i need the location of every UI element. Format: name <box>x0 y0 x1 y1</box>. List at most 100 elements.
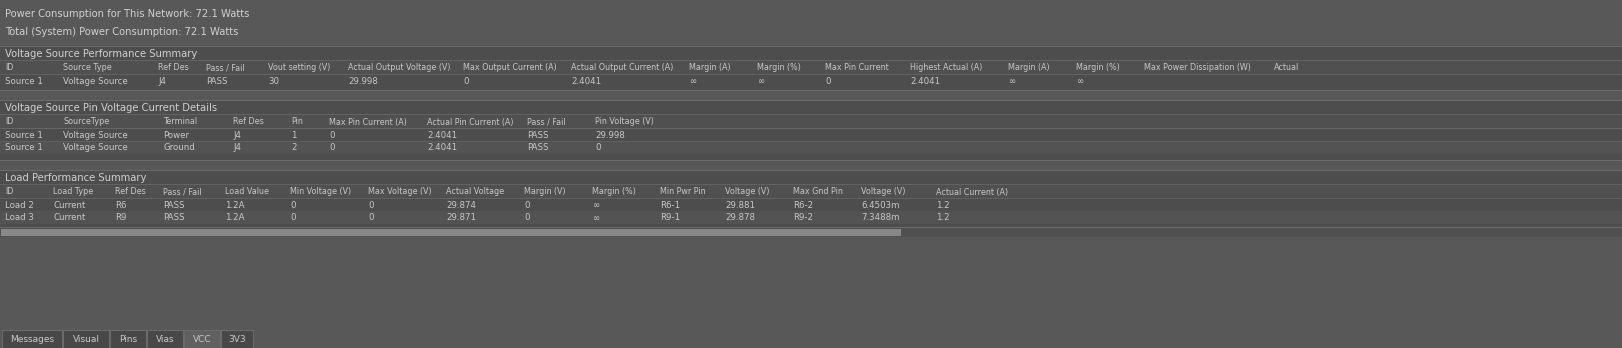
Bar <box>110 330 146 348</box>
Text: 2.4041: 2.4041 <box>427 130 457 140</box>
Text: Max Output Current (A): Max Output Current (A) <box>462 63 556 72</box>
Text: PASS: PASS <box>206 77 227 86</box>
Text: 30: 30 <box>268 77 279 86</box>
Text: 1: 1 <box>290 130 297 140</box>
Text: Voltage Source Performance Summary: Voltage Source Performance Summary <box>5 49 198 59</box>
Text: ∞: ∞ <box>1075 77 1083 86</box>
Text: Pins: Pins <box>118 335 138 345</box>
Text: J4: J4 <box>157 77 165 86</box>
Text: Margin (A): Margin (A) <box>689 63 730 72</box>
Text: Margin (%): Margin (%) <box>1075 63 1119 72</box>
Bar <box>0 211 1622 224</box>
Text: Total (System) Power Consumption: 72.1 Watts: Total (System) Power Consumption: 72.1 W… <box>5 27 238 37</box>
Text: Highest Actual (A): Highest Actual (A) <box>910 63 983 72</box>
Bar <box>221 330 253 348</box>
Bar <box>2 330 62 348</box>
Text: 29.998: 29.998 <box>595 130 624 140</box>
Text: Pin: Pin <box>290 118 303 127</box>
Text: Actual Pin Current (A): Actual Pin Current (A) <box>427 118 514 127</box>
Text: Max Power Dissipation (W): Max Power Dissipation (W) <box>1144 63 1251 72</box>
Text: Actual: Actual <box>1273 63 1299 72</box>
Text: 1.2: 1.2 <box>936 200 949 209</box>
Bar <box>63 330 109 348</box>
Text: Visual: Visual <box>73 335 99 345</box>
Text: Margin (A): Margin (A) <box>1007 63 1049 72</box>
Text: 0: 0 <box>329 143 334 152</box>
Text: 0: 0 <box>595 143 600 152</box>
Text: Load Value: Load Value <box>225 188 269 197</box>
Text: Ref Des: Ref Des <box>115 188 146 197</box>
Text: Current: Current <box>54 214 86 222</box>
Text: Load 3: Load 3 <box>5 214 34 222</box>
Text: 1.2A: 1.2A <box>225 200 245 209</box>
Text: Margin (%): Margin (%) <box>592 188 636 197</box>
Text: Voltage (V): Voltage (V) <box>861 188 905 197</box>
Text: ID: ID <box>5 188 13 197</box>
Text: Voltage (V): Voltage (V) <box>725 188 769 197</box>
Text: VCC: VCC <box>193 335 211 345</box>
Text: Actual Voltage: Actual Voltage <box>446 188 504 197</box>
Bar <box>0 128 1622 141</box>
Text: Power: Power <box>162 130 190 140</box>
Text: Margin (V): Margin (V) <box>524 188 566 197</box>
Bar <box>183 330 221 348</box>
Text: Load Type: Load Type <box>54 188 92 197</box>
Text: PASS: PASS <box>527 130 548 140</box>
Text: 0: 0 <box>290 214 295 222</box>
Text: J4: J4 <box>234 130 242 140</box>
Text: Load Performance Summary: Load Performance Summary <box>5 173 146 183</box>
Text: Voltage Source Pin Voltage Current Details: Voltage Source Pin Voltage Current Detai… <box>5 103 217 113</box>
Bar <box>0 100 1622 160</box>
Text: 1.2: 1.2 <box>936 214 949 222</box>
Text: Ref Des: Ref Des <box>157 63 188 72</box>
Text: 29.871: 29.871 <box>446 214 475 222</box>
Text: Actual Current (A): Actual Current (A) <box>936 188 1009 197</box>
Text: 0: 0 <box>524 214 529 222</box>
Bar <box>148 330 183 348</box>
Bar <box>0 170 1622 227</box>
Text: R9: R9 <box>115 214 127 222</box>
Text: Ref Des: Ref Des <box>234 118 264 127</box>
Text: Voltage Source: Voltage Source <box>63 130 128 140</box>
Text: 29.998: 29.998 <box>349 77 378 86</box>
Text: Pass / Fail: Pass / Fail <box>527 118 566 127</box>
Text: Min Pwr Pin: Min Pwr Pin <box>660 188 706 197</box>
Bar <box>0 46 1622 90</box>
Text: Voltage Source: Voltage Source <box>63 143 128 152</box>
Text: 2: 2 <box>290 143 297 152</box>
Text: PASS: PASS <box>162 214 185 222</box>
Text: 3V3: 3V3 <box>229 335 247 345</box>
Text: SourceType: SourceType <box>63 118 109 127</box>
Text: 29.881: 29.881 <box>725 200 754 209</box>
Text: Voltage Source: Voltage Source <box>63 77 128 86</box>
Text: Ground: Ground <box>162 143 195 152</box>
Text: 2.4041: 2.4041 <box>427 143 457 152</box>
Text: R6-2: R6-2 <box>793 200 813 209</box>
Text: 0: 0 <box>368 200 373 209</box>
Text: ∞: ∞ <box>592 214 599 222</box>
Text: Max Voltage (V): Max Voltage (V) <box>368 188 431 197</box>
Text: R9-2: R9-2 <box>793 214 813 222</box>
Text: 0: 0 <box>329 130 334 140</box>
Text: 1.2A: 1.2A <box>225 214 245 222</box>
Text: 0: 0 <box>462 77 469 86</box>
Text: 0: 0 <box>826 77 830 86</box>
Text: Actual Output Voltage (V): Actual Output Voltage (V) <box>349 63 451 72</box>
Text: Min Voltage (V): Min Voltage (V) <box>290 188 350 197</box>
Bar <box>0 228 1622 237</box>
Bar <box>0 141 1622 154</box>
Text: Source 1: Source 1 <box>5 130 42 140</box>
Text: R9-1: R9-1 <box>660 214 680 222</box>
Text: Source 1: Source 1 <box>5 77 42 86</box>
Text: PASS: PASS <box>527 143 548 152</box>
Text: Pin Voltage (V): Pin Voltage (V) <box>595 118 654 127</box>
Text: Actual Output Current (A): Actual Output Current (A) <box>571 63 673 72</box>
Text: R6: R6 <box>115 200 127 209</box>
Text: 0: 0 <box>524 200 529 209</box>
Text: 0: 0 <box>290 200 295 209</box>
Text: Source 1: Source 1 <box>5 143 42 152</box>
Text: Pass / Fail: Pass / Fail <box>162 188 201 197</box>
Text: ID: ID <box>5 118 13 127</box>
Text: Load 2: Load 2 <box>5 200 34 209</box>
Text: PASS: PASS <box>162 200 185 209</box>
